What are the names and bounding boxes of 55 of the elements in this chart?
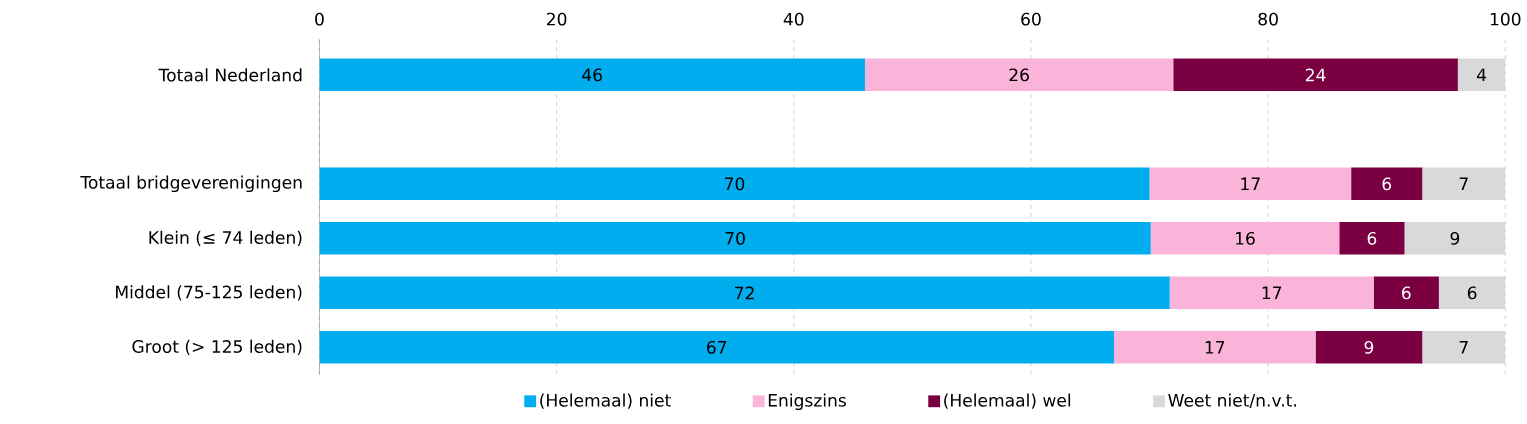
bar [1351,167,1423,201]
data-label: 7 [1459,177,1468,191]
x-tick-label: 0 [315,12,324,26]
data-label: 6 [1467,286,1477,300]
bar [1173,58,1458,92]
x-tick-label: 80 [1258,12,1278,26]
bar [1339,222,1405,255]
data-label: 24 [1305,68,1326,82]
bar [1404,222,1506,255]
bar [319,222,1151,255]
data-label: 9 [1364,340,1374,354]
bar [1422,331,1506,364]
data-label: 67 [707,340,727,354]
bar [1438,276,1506,310]
bar [1315,331,1423,364]
data-label: 7 [1459,341,1468,354]
y-tick-label: Klein (≤ 74 leden) [149,230,302,247]
bar [319,58,865,92]
x-tick-label: 20 [547,12,567,26]
data-label: 9 [1450,231,1460,245]
bar [319,167,1150,201]
data-label: 4 [1476,68,1487,82]
bar [319,331,1114,364]
data-label: 16 [1236,231,1255,245]
x-tick-label: 40 [783,12,804,26]
data-label: 72 [735,286,754,300]
bar [1169,276,1374,310]
data-label: 17 [1262,286,1282,300]
y-tick-label: Totaal bridgeverenigingen [80,175,302,193]
bar [1373,276,1439,310]
data-label: 46 [582,68,602,82]
y-tick-label: Totaal Nederland [158,68,302,82]
x-tick-label: 100 [1490,12,1521,26]
data-label: 6 [1367,231,1377,245]
data-label: 70 [725,231,745,245]
legend-label: (Helemaal) niet [540,393,671,409]
bar [1422,167,1506,201]
y-tick-label: Middel (75-125 leden) [116,285,302,301]
data-label: 17 [1241,177,1260,191]
data-label: 26 [1009,68,1029,82]
data-label: 6 [1402,286,1411,300]
legend-label: Weet niet/n.v.t. [1168,393,1296,409]
bar [319,276,1170,310]
x-tick-label: 60 [1021,12,1041,26]
bar [1150,222,1340,255]
bar [864,58,1174,92]
data-label: 70 [725,177,745,191]
legend-label: (Helemaal) wel [944,393,1071,409]
bar [1113,331,1316,364]
data-label: 17 [1205,341,1225,354]
bar [1149,167,1352,201]
bar [1457,58,1506,92]
legend-label: Enigszins [768,393,846,411]
y-tick-label: Groot (> 125 leden) [132,339,302,356]
data-label: 6 [1382,177,1392,191]
